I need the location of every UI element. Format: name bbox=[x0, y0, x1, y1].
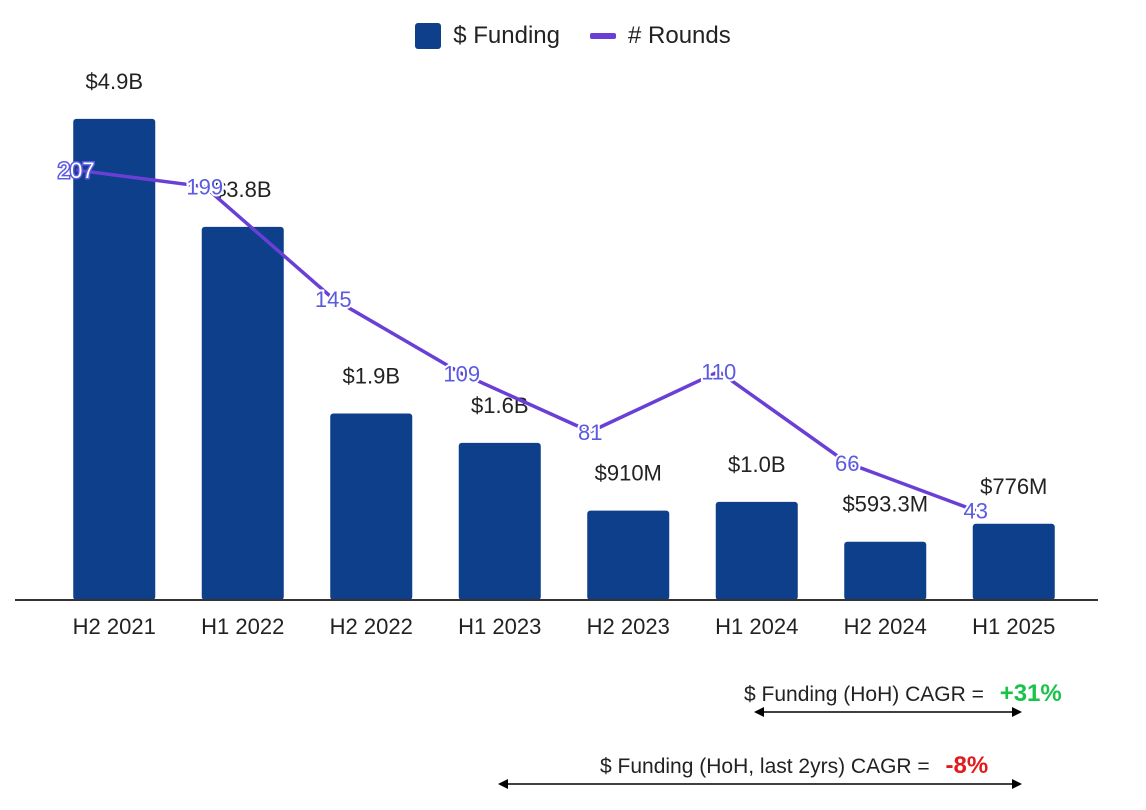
funding-bar[interactable] bbox=[715, 501, 798, 600]
cagr-all-value: +31% bbox=[999, 680, 1062, 707]
funding-bar[interactable] bbox=[201, 226, 284, 600]
x-tick-label: H1 2025 bbox=[972, 614, 1055, 639]
rounds-point-label: 145 bbox=[315, 287, 352, 312]
cagr-2yr-annotation: $ Funding (HoH, last 2yrs) CAGR = -8% bbox=[600, 752, 988, 780]
legend-item-funding[interactable]: $ Funding bbox=[415, 22, 560, 50]
rounds-point-label: 81 bbox=[578, 420, 602, 445]
cagr-all-label: $ Funding (HoH) CAGR = bbox=[744, 683, 984, 706]
legend: $ Funding # Rounds bbox=[0, 22, 1146, 50]
legend-swatch-funding bbox=[415, 23, 442, 49]
rounds-point-label: 109 bbox=[443, 362, 480, 387]
legend-label-rounds: # Rounds bbox=[628, 22, 731, 49]
x-axis-tick-labels: H2 2021 H1 2022 H2 2022 H1 2023 H2 2023 H1 20… bbox=[73, 614, 1056, 639]
x-tick-label: H1 2023 bbox=[458, 614, 541, 639]
x-tick-label: H2 2024 bbox=[844, 614, 927, 639]
funding-bar[interactable] bbox=[972, 523, 1055, 600]
x-tick-label: H1 2022 bbox=[201, 614, 284, 639]
funding-bars bbox=[73, 118, 1055, 600]
legend-item-rounds[interactable]: # Rounds bbox=[590, 22, 731, 50]
funding-bar-label: $3.8B bbox=[214, 177, 272, 202]
funding-bar[interactable] bbox=[587, 510, 670, 600]
funding-bar-label: $593.3M bbox=[842, 492, 928, 517]
rounds-series bbox=[76, 168, 977, 513]
funding-bar[interactable] bbox=[458, 442, 541, 600]
rounds-point-label: 207 bbox=[58, 158, 95, 183]
x-tick-label: H2 2021 bbox=[73, 614, 156, 639]
x-tick-label: H1 2024 bbox=[715, 614, 798, 639]
funding-bar-label: $1.0B bbox=[728, 452, 786, 477]
x-tick-label: H2 2022 bbox=[330, 614, 413, 639]
funding-bar[interactable] bbox=[330, 413, 413, 600]
funding-bar-label: $776M bbox=[980, 474, 1047, 499]
funding-bar[interactable] bbox=[73, 118, 156, 600]
funding-labels: $4.9B $3.8B $1.9B $1.6B $910M $1.0B $593.3M $77… bbox=[86, 69, 1048, 517]
rounds-point-label: 43 bbox=[964, 499, 988, 524]
legend-swatch-rounds bbox=[590, 33, 616, 39]
cagr-2yr-value: -8% bbox=[945, 752, 989, 779]
funding-bar-label: $4.9B bbox=[86, 69, 144, 94]
cagr-2yr-label: $ Funding (HoH, last 2yrs) CAGR = bbox=[600, 755, 930, 778]
x-tick-label: H2 2023 bbox=[587, 614, 670, 639]
rounds-labels: 207 199 145 109 81 110 66 43 bbox=[56, 157, 990, 526]
funding-bar-label: $1.9B bbox=[343, 363, 401, 388]
rounds-point-label: 199 bbox=[186, 175, 223, 200]
funding-bar-label: $910M bbox=[595, 461, 662, 486]
funding-bar-label: $1.6B bbox=[471, 393, 529, 418]
rounds-point-label: 110 bbox=[701, 360, 736, 385]
rounds-point-label: 66 bbox=[835, 451, 859, 476]
cagr-all-annotation: $ Funding (HoH) CAGR = +31% bbox=[744, 680, 1062, 708]
legend-label-funding: $ Funding bbox=[453, 22, 560, 49]
funding-bar[interactable] bbox=[844, 541, 927, 600]
rounds-line[interactable] bbox=[76, 168, 977, 513]
